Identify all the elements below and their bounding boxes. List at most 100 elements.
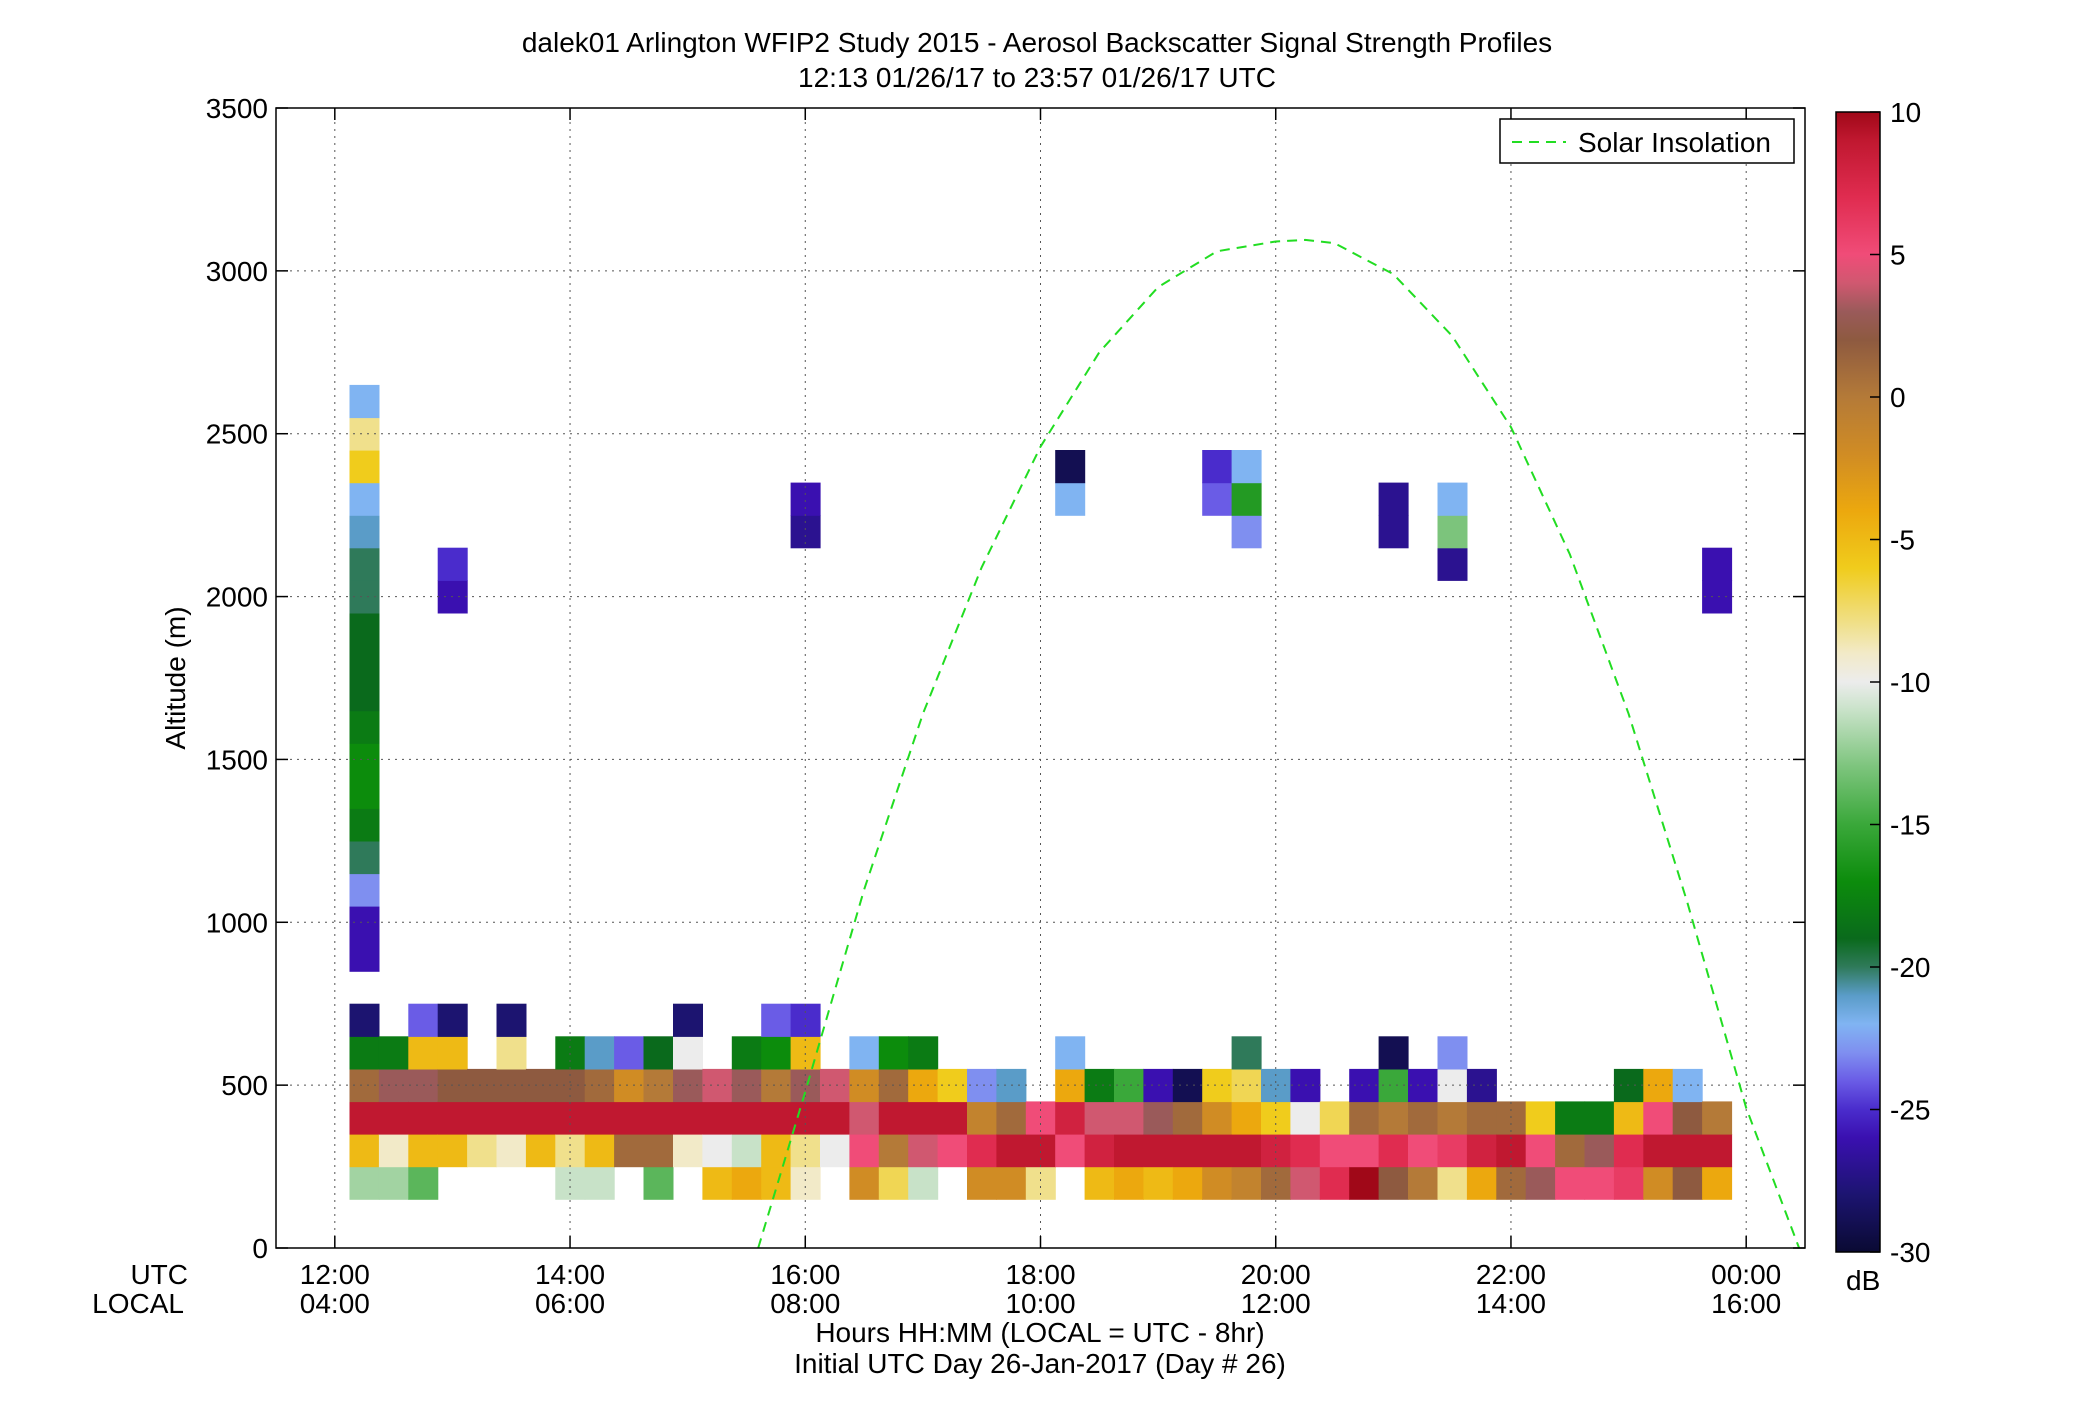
heatmap-cell xyxy=(1643,1068,1674,1103)
heatmap-cell xyxy=(378,1134,409,1168)
heatmap-cell xyxy=(525,1068,556,1103)
heatmap-cell xyxy=(349,775,380,809)
heatmap-cell xyxy=(643,1134,674,1168)
grid-lines xyxy=(276,108,1805,1248)
heatmap-cell xyxy=(878,1134,909,1168)
x-tick-label-local: 10:00 xyxy=(1005,1288,1075,1319)
heatmap-cell xyxy=(584,1134,615,1168)
heatmap-cell xyxy=(408,1166,439,1200)
heatmap-cell xyxy=(437,547,468,581)
heatmap-cell xyxy=(878,1101,909,1135)
heatmap-cell xyxy=(496,1003,527,1037)
heatmap-cell xyxy=(584,1036,615,1070)
heatmap-cell xyxy=(1055,1068,1086,1103)
heatmap-cell xyxy=(996,1101,1027,1135)
chart-title: dalek01 Arlington WFIP2 Study 2015 - Aer… xyxy=(522,27,1552,58)
heatmap-cell xyxy=(1437,515,1468,549)
heatmap-cells xyxy=(349,384,1733,1200)
x-tick-label-utc: 22:00 xyxy=(1476,1259,1546,1290)
heatmap-cell xyxy=(731,1036,762,1070)
heatmap-cell xyxy=(820,1068,850,1103)
heatmap-cell xyxy=(1084,1134,1115,1168)
heatmap-cell xyxy=(1378,1166,1409,1200)
heatmap-cell xyxy=(1437,1166,1468,1200)
heatmap-cell xyxy=(1290,1166,1321,1200)
heatmap-cell xyxy=(1437,1134,1468,1168)
heatmap-cell xyxy=(349,873,380,907)
heatmap-cell xyxy=(702,1166,733,1200)
heatmap-cell xyxy=(1702,1134,1733,1168)
heatmap-cell xyxy=(996,1134,1027,1168)
heatmap-cell xyxy=(584,1166,615,1200)
heatmap-cell xyxy=(1202,1068,1233,1103)
x-tick-label-local: 14:00 xyxy=(1476,1288,1546,1319)
y-tick-label: 0 xyxy=(252,1233,268,1264)
heatmap-cell xyxy=(1349,1068,1380,1103)
colorbar-tick-label: 10 xyxy=(1890,97,1921,128)
heatmap-cell xyxy=(908,1134,939,1168)
heatmap-cell xyxy=(1231,450,1262,484)
heatmap-cell xyxy=(349,1166,380,1200)
colorbar-ticks: 10 5 0 -5 -10 -15 -20 -25 -30 xyxy=(1870,97,1930,1268)
heatmap-cell xyxy=(437,1134,468,1168)
x-tick-label-local: 04:00 xyxy=(300,1288,370,1319)
colorbar-tick-label: 0 xyxy=(1890,382,1906,413)
heatmap-cell xyxy=(1231,1036,1262,1070)
x-row-label-local: LOCAL xyxy=(92,1288,184,1319)
heatmap-cell xyxy=(1672,1166,1703,1200)
heatmap-cell xyxy=(1466,1134,1497,1168)
heatmap-cell xyxy=(673,1134,703,1168)
x-tick-label-local: 12:00 xyxy=(1241,1288,1311,1319)
colorbar-tick-label: -30 xyxy=(1890,1237,1930,1268)
heatmap-cell xyxy=(1114,1101,1144,1135)
heatmap-cell xyxy=(1702,547,1733,581)
heatmap-cell xyxy=(790,1134,821,1168)
heatmap-cell xyxy=(1643,1134,1674,1168)
heatmap-cell xyxy=(908,1166,939,1200)
heatmap-cell xyxy=(349,515,380,549)
heatmap-cell xyxy=(437,1101,468,1135)
heatmap-cell xyxy=(1408,1101,1438,1135)
heatmap-cell xyxy=(1613,1101,1644,1135)
heatmap-cell xyxy=(673,1036,703,1070)
heatmap-cell xyxy=(790,482,821,516)
heatmap-cell xyxy=(1584,1166,1615,1200)
heatmap-cell xyxy=(761,1101,792,1135)
heatmap-cell xyxy=(1702,1101,1733,1135)
heatmap-cell xyxy=(1172,1166,1203,1200)
heatmap-cell xyxy=(1202,482,1233,516)
heatmap-cell xyxy=(1466,1101,1497,1135)
heatmap-cell xyxy=(1114,1166,1144,1200)
heatmap-cell xyxy=(967,1134,997,1168)
heatmap-cell xyxy=(1702,580,1733,614)
heatmap-cell xyxy=(349,482,380,516)
heatmap-cell xyxy=(378,1068,409,1103)
heatmap-cell xyxy=(1231,1101,1262,1135)
heatmap-cell xyxy=(820,1101,850,1135)
heatmap-cell xyxy=(1231,515,1262,549)
heatmap-cell xyxy=(1555,1166,1586,1200)
colorbar-tick-label: -15 xyxy=(1890,810,1930,841)
heatmap-cell xyxy=(761,1036,792,1070)
heatmap-cell xyxy=(496,1101,527,1135)
y-tick-label: 2500 xyxy=(206,419,268,450)
heatmap-cell xyxy=(437,1036,468,1070)
heatmap-cell xyxy=(1584,1134,1615,1168)
heatmap-cell xyxy=(1055,450,1086,484)
x-tick-label-local: 06:00 xyxy=(535,1288,605,1319)
heatmap-cell xyxy=(1408,1068,1438,1103)
legend-label-solar: Solar Insolation xyxy=(1578,127,1771,158)
heatmap-cell xyxy=(1672,1134,1703,1168)
heatmap-cell xyxy=(1231,482,1262,516)
heatmap-cell xyxy=(820,1134,850,1168)
heatmap-cell xyxy=(1555,1101,1586,1135)
heatmap-cell xyxy=(1202,1134,1233,1168)
x-tick-label-utc: 20:00 xyxy=(1241,1259,1311,1290)
heatmap-cell xyxy=(1172,1101,1203,1135)
heatmap-cell xyxy=(378,1166,409,1200)
x-row-label-utc: UTC xyxy=(130,1259,188,1290)
colorbar xyxy=(1835,111,1881,1253)
heatmap-cell xyxy=(673,1101,703,1135)
heatmap-cell xyxy=(525,1101,556,1135)
